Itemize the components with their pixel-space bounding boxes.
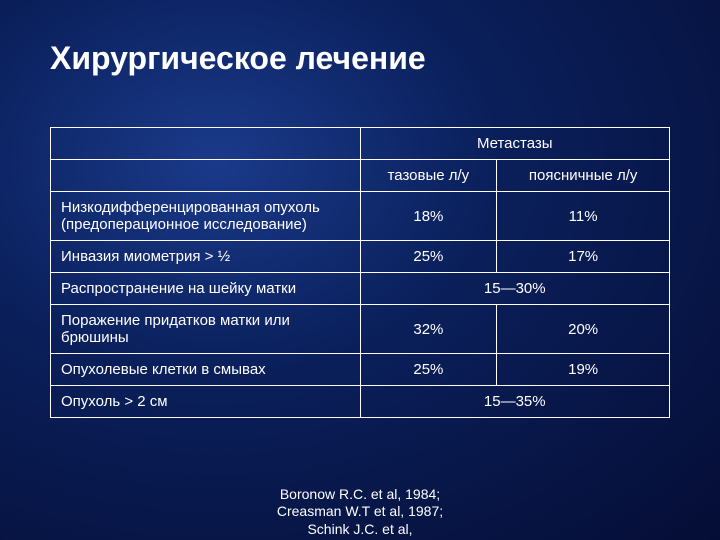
table-row: Инвазия миометрия > ½ 25% 17% xyxy=(51,241,670,273)
row-label: Поражение придатков матки или брюшины xyxy=(51,305,361,354)
slide-container: Хирургическое лечение Метастазы тазовые … xyxy=(0,0,720,540)
cell-value: 25% xyxy=(360,241,497,273)
table-row: Поражение придатков матки или брюшины 32… xyxy=(51,305,670,354)
cell-value: 32% xyxy=(360,305,497,354)
cell-value: 17% xyxy=(497,241,670,273)
table-row: Опухоль > 2 см 15—35% xyxy=(51,386,670,418)
citation-text: Boronow R.C. et al, 1984; Creasman W.T e… xyxy=(260,486,460,539)
row-label: Распространение на шейку матки xyxy=(51,273,361,305)
header-main: Метастазы xyxy=(360,128,670,160)
cell-value: 25% xyxy=(360,354,497,386)
table-row: Низкодифференцированная опухоль (предопе… xyxy=(51,192,670,241)
slide-title: Хирургическое лечение xyxy=(50,40,670,77)
row-label: Инвазия миометрия > ½ xyxy=(51,241,361,273)
header-empty xyxy=(51,128,361,160)
cell-value-merged: 15—35% xyxy=(360,386,670,418)
row-label: Низкодифференцированная опухоль (предопе… xyxy=(51,192,361,241)
cell-value-merged: 15—30% xyxy=(360,273,670,305)
cell-value: 18% xyxy=(360,192,497,241)
header-sub-1: тазовые л/у xyxy=(360,160,497,192)
cell-value: 19% xyxy=(497,354,670,386)
cell-value: 20% xyxy=(497,305,670,354)
row-label: Опухолевые клетки в смывах xyxy=(51,354,361,386)
table-row: Распространение на шейку матки 15—30% xyxy=(51,273,670,305)
row-label: Опухоль > 2 см xyxy=(51,386,361,418)
metastasis-table: Метастазы тазовые л/у поясничные л/у Низ… xyxy=(50,127,670,418)
header-row-1: Метастазы xyxy=(51,128,670,160)
table-row: Опухолевые клетки в смывах 25% 19% xyxy=(51,354,670,386)
header-row-2: тазовые л/у поясничные л/у xyxy=(51,160,670,192)
cell-value: 11% xyxy=(497,192,670,241)
header-empty-2 xyxy=(51,160,361,192)
header-sub-2: поясничные л/у xyxy=(497,160,670,192)
